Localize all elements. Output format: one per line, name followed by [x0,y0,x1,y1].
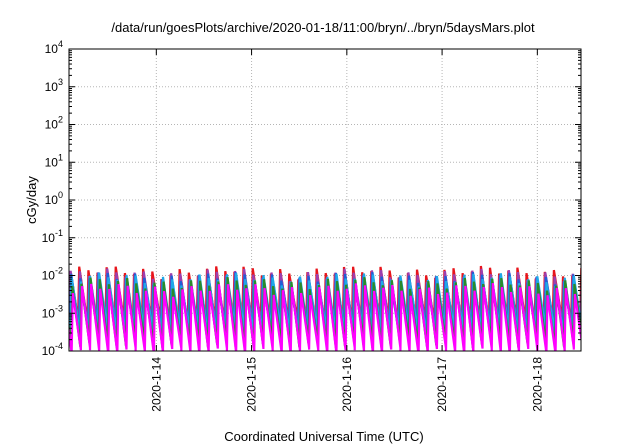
series-line-5 [69,282,581,351]
x-tick-label: 2020-1-14 [149,357,163,412]
series-group [69,265,581,351]
y-tick-label: 10-4 [42,341,63,358]
y-axis-title: cGy/day [24,176,39,224]
x-axis-title: Coordinated Universal Time (UTC) [224,429,423,444]
x-tick-label: 2020-1-16 [340,357,354,412]
y-tick-label: 10-1 [42,228,63,245]
y-tick-label: 102 [45,115,63,132]
y-tick-label: 10-3 [42,303,63,320]
chart-title: /data/run/goesPlots/archive/2020-01-18/1… [111,20,535,35]
y-tick-label: 101 [45,152,63,169]
x-tick-label: 2020-1-15 [245,357,259,412]
y-tick-label: 103 [45,77,63,94]
y-tick-label: 104 [45,39,63,56]
y-axis: 104 103 102 101 100 10-1 10-2 10-3 10-4 [42,39,581,358]
x-axis: 2020-1-14 2020-1-15 2020-1-16 2020-1-17 2020… [149,49,544,412]
y-tick-label: 100 [45,190,63,207]
x-tick-label: 2020-1-18 [530,357,544,412]
y-tick-label: 10-2 [42,266,63,283]
x-tick-label: 2020-1-17 [435,357,449,412]
